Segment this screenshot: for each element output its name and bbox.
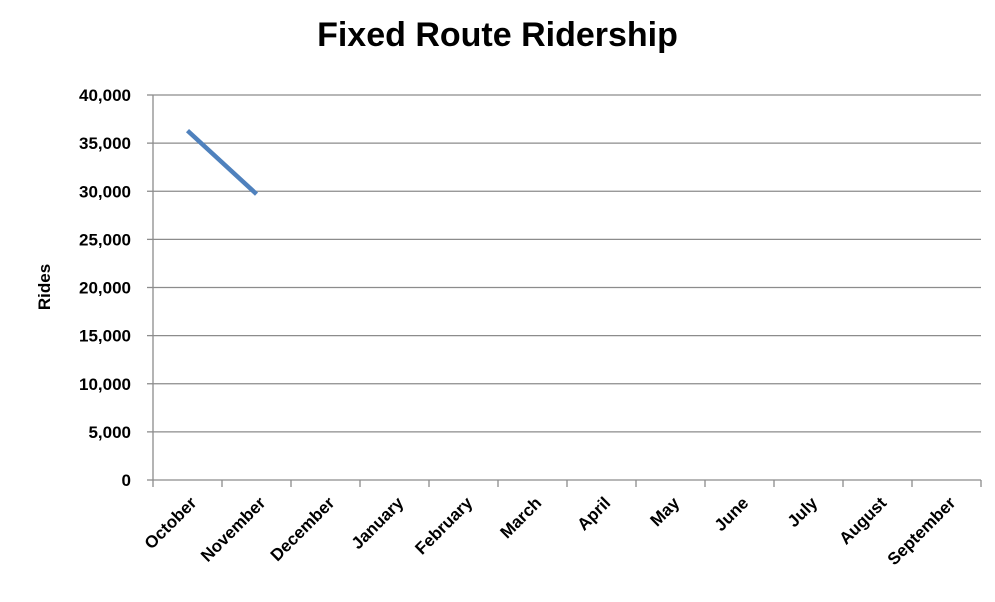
y-tick-label: 40,000	[79, 86, 131, 105]
gridlines	[153, 94, 981, 433]
x-tick-label: August	[835, 493, 890, 548]
x-tick-label: September	[884, 493, 960, 569]
y-tick-label: 5,000	[88, 423, 131, 442]
x-tick-label: July	[784, 493, 822, 531]
y-tick-label: 25,000	[79, 230, 131, 249]
x-tick-label: March	[496, 493, 545, 542]
axes	[147, 94, 982, 487]
y-tick-label: 0	[122, 471, 131, 490]
x-tick-label: October	[141, 493, 201, 553]
x-tick-label: April	[574, 493, 615, 534]
series-line	[185, 128, 259, 196]
x-tick-label: February	[411, 493, 476, 558]
y-axis-label: Rides	[35, 264, 54, 310]
x-tick-label: June	[711, 493, 752, 534]
y-tick-label: 35,000	[79, 134, 131, 153]
tick-labels: 0 5,000 10,000 15,000 20,000 25,000 30,000 35,0…	[79, 86, 960, 569]
x-tick-label: May	[647, 493, 684, 530]
y-tick-label: 20,000	[79, 279, 131, 298]
y-tick-label: 10,000	[79, 375, 131, 394]
series-lines	[185, 128, 259, 196]
y-tick-label: 15,000	[79, 327, 131, 346]
x-tick-label: January	[348, 493, 408, 553]
x-tick-label: December	[267, 493, 339, 565]
chart-title: Fixed Route Ridership	[317, 16, 678, 54]
y-tick-label: 30,000	[79, 182, 131, 201]
x-tick-label: November	[197, 493, 269, 565]
